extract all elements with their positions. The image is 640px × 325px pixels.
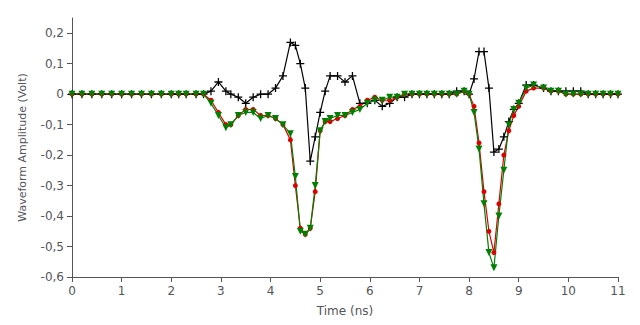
svg-text:-0,5: -0,5 [41,240,64,254]
svg-text:-0,3: -0,3 [41,179,64,193]
svg-text:10: 10 [561,284,576,298]
svg-text:6: 6 [366,284,374,298]
svg-text:7: 7 [416,284,424,298]
svg-text:5: 5 [316,284,324,298]
svg-text:-0,4: -0,4 [41,209,64,223]
svg-text:-0,1: -0,1 [41,118,64,132]
svg-text:0,1: 0,1 [45,57,64,71]
svg-text:-0,2: -0,2 [41,148,64,162]
svg-text:4: 4 [267,284,275,298]
svg-text:0: 0 [56,87,64,101]
svg-text:0: 0 [68,284,76,298]
svg-text:1: 1 [118,284,126,298]
svg-text:3: 3 [217,284,225,298]
svg-text:0,2: 0,2 [45,26,64,40]
svg-text:-0,6: -0,6 [41,270,64,284]
svg-text:11: 11 [610,284,625,298]
svg-text:8: 8 [465,284,473,298]
svg-text:Time (ns): Time (ns) [316,304,373,318]
svg-text:2: 2 [167,284,175,298]
svg-text:Waveform Amplitude (Volt): Waveform Amplitude (Volt) [16,73,29,222]
svg-text:9: 9 [515,284,523,298]
